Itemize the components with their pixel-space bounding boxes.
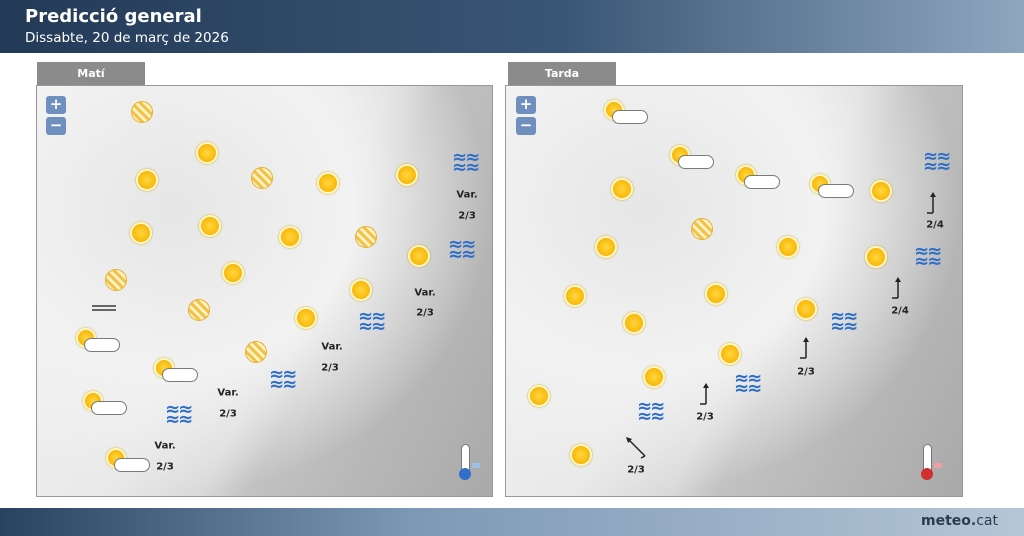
sea-waves-icon: ≈≈ ≈≈	[269, 364, 297, 395]
wave-height-label: 2/3	[321, 362, 339, 374]
sea-waves-icon: ≈≈ ≈≈	[914, 241, 942, 272]
wave-height-label: 2/3	[219, 408, 237, 420]
sea-waves-icon: ≈≈ ≈≈	[923, 146, 951, 177]
sun-icon	[719, 343, 741, 365]
wind-arrow-icon	[698, 382, 714, 410]
hazy-sun-icon	[355, 226, 377, 248]
wind-arrow-icon	[890, 276, 906, 304]
sun-icon	[795, 298, 817, 320]
hazy-sun-icon	[105, 269, 127, 291]
wind-label: Var.	[321, 341, 343, 353]
sun-icon	[865, 246, 887, 268]
meteocat-logo: meteo.cat	[921, 513, 998, 529]
sun-icon	[870, 180, 892, 202]
wave-height-label: 2/3	[156, 461, 174, 473]
sun-icon	[564, 285, 586, 307]
page-date: Dissabte, 20 de març de 2026	[25, 30, 229, 46]
hazy-sun-icon	[131, 101, 153, 123]
wind-arrow-icon	[625, 436, 649, 464]
zoom-out-button-tarda[interactable]: −	[516, 117, 536, 135]
wave-height-label: 2/3	[416, 307, 434, 319]
wind-label: Var.	[414, 287, 436, 299]
zoom-in-button-mati[interactable]: +	[46, 96, 66, 114]
sun-icon	[408, 245, 430, 267]
wind-arrow-icon	[798, 336, 814, 364]
tab-mati[interactable]: Matí	[37, 62, 145, 85]
hazy-sun-icon	[188, 299, 210, 321]
map-mati[interactable]	[36, 85, 493, 497]
sun-icon	[570, 444, 592, 466]
hazy-sun-icon	[691, 218, 713, 240]
sea-waves-icon: ≈≈ ≈≈	[448, 234, 476, 265]
sun-icon	[611, 178, 633, 200]
sun-icon	[595, 236, 617, 258]
header: Predicció general Dissabte, 20 de març d…	[0, 0, 1024, 53]
hazy-sun-icon	[245, 341, 267, 363]
sea-waves-icon: ≈≈ ≈≈	[358, 306, 386, 337]
wave-height-label: 2/3	[797, 366, 815, 378]
sun-icon	[136, 169, 158, 191]
sun-icon	[199, 215, 221, 237]
sun-icon	[528, 385, 550, 407]
sun-icon	[623, 312, 645, 334]
tab-tarda[interactable]: Tarda	[508, 62, 616, 85]
sea-waves-icon: ≈≈ ≈≈	[637, 396, 665, 427]
sun-icon	[196, 142, 218, 164]
wind-arrow-icon	[925, 191, 941, 219]
map-tarda[interactable]	[505, 85, 963, 497]
hazy-sun-icon	[251, 167, 273, 189]
zoom-out-button-mati[interactable]: −	[46, 117, 66, 135]
wind-label: Var.	[217, 387, 239, 399]
sea-waves-icon: ≈≈ ≈≈	[830, 306, 858, 337]
sea-waves-icon: ≈≈ ≈≈	[165, 399, 193, 430]
sun-icon	[777, 236, 799, 258]
wind-label: Var.	[456, 189, 478, 201]
wave-height-label: 2/3	[627, 464, 645, 476]
sun-icon	[222, 262, 244, 284]
sun-icon	[643, 366, 665, 388]
thermometer-cold-icon	[459, 444, 480, 480]
sun-icon	[705, 283, 727, 305]
sea-waves-icon: ≈≈ ≈≈	[452, 147, 480, 178]
wave-height-label: 2/4	[891, 305, 909, 317]
thermometer-warm-icon	[921, 444, 942, 480]
sea-waves-icon: ≈≈ ≈≈	[734, 368, 762, 399]
sun-icon	[317, 172, 339, 194]
wave-height-label: 2/4	[926, 219, 944, 231]
fog-icon	[92, 305, 116, 311]
sun-icon	[396, 164, 418, 186]
page-title: Predicció general	[25, 6, 202, 27]
sun-icon	[130, 222, 152, 244]
wind-label: Var.	[154, 440, 176, 452]
sun-icon	[279, 226, 301, 248]
wave-height-label: 2/3	[458, 210, 476, 222]
zoom-in-button-tarda[interactable]: +	[516, 96, 536, 114]
wave-height-label: 2/3	[696, 411, 714, 423]
footer: meteo.cat	[0, 508, 1024, 536]
sun-icon	[350, 279, 372, 301]
sun-icon	[295, 307, 317, 329]
